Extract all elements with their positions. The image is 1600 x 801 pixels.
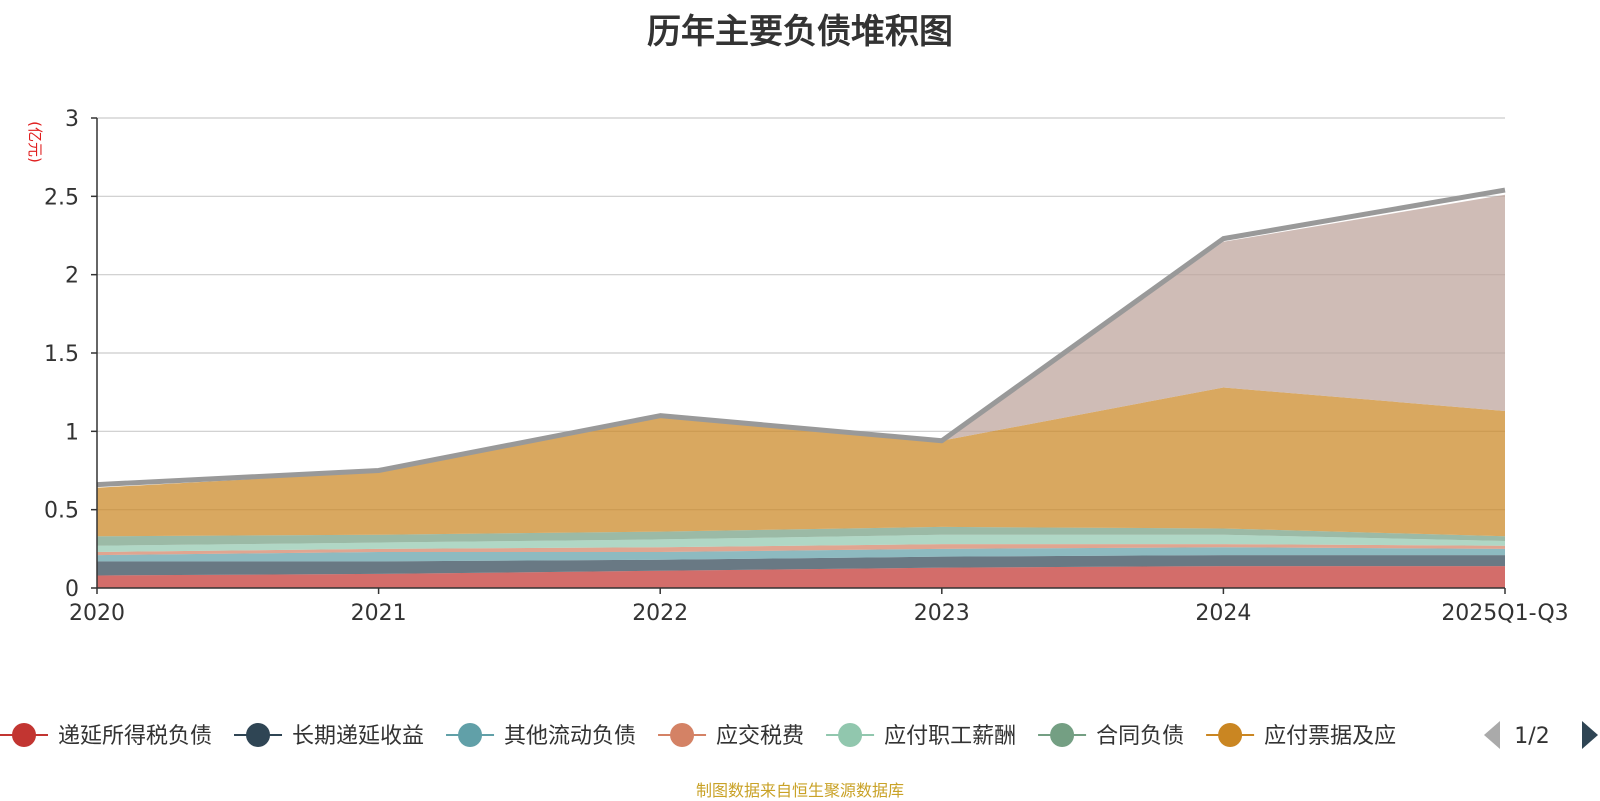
legend-label: 应付职工薪酬 [884, 724, 1016, 749]
legend-marker [1050, 723, 1075, 747]
legend-item[interactable]: 应付票据及应 [1206, 723, 1396, 749]
area-其他负债 [97, 194, 1505, 488]
x-tick-label: 2024 [1195, 601, 1251, 626]
area-series [96, 187, 1506, 588]
source-footer: 制图数据来自恒生聚源数据库 [695, 781, 904, 800]
legend-item[interactable]: 长期递延收益 [234, 723, 424, 749]
total-line [96, 187, 1506, 488]
legend-label: 应交税费 [716, 724, 804, 749]
y-axis-label: (亿元) [26, 121, 44, 163]
y-tick-label: 1 [65, 420, 79, 445]
legend-item[interactable]: 合同负债 [1038, 723, 1184, 749]
area-应付职工薪酬 [97, 534, 1505, 552]
chart-title: 历年主要负债堆积图 [647, 12, 953, 52]
x-tick-label: 2022 [632, 601, 688, 626]
legend-marker [1218, 723, 1243, 747]
legend-marker [670, 723, 695, 747]
y-tick-label: 0 [65, 577, 79, 602]
legend-item[interactable]: 应交税费 [658, 723, 804, 749]
legend-label: 其他流动负债 [504, 724, 636, 749]
x-tick-label: 2023 [914, 601, 970, 626]
legend-item[interactable]: 应付职工薪酬 [826, 723, 1016, 749]
legend-marker [246, 723, 271, 747]
legend-marker [458, 723, 483, 747]
x-tick-label: 2021 [351, 601, 407, 626]
legend-item[interactable]: 递延所得税负债 [0, 723, 212, 749]
legend-label: 长期递延收益 [292, 724, 424, 749]
area-应交税费 [97, 544, 1505, 556]
area-递延所得税负债 [97, 566, 1505, 588]
legend-marker [838, 723, 863, 747]
legend-page-indicator: 1/2 [1514, 724, 1549, 749]
legend: 递延所得税负债 长期递延收益 其他流动负债 应交税费 应付职工薪酬 合同负债 应付票据及应 1… [0, 721, 1598, 749]
legend-label: 合同负债 [1096, 724, 1184, 749]
y-tick-label: 0.5 [44, 499, 79, 524]
x-tick-label: 2025Q1-Q3 [1441, 601, 1568, 626]
y-tick-label: 2.5 [44, 185, 79, 210]
y-tick-label: 1.5 [44, 342, 79, 367]
area-长期递延收益 [97, 555, 1505, 576]
legend-next-icon[interactable] [1582, 721, 1598, 749]
y-tick-label: 2 [65, 264, 79, 289]
x-tick-label: 2020 [69, 601, 125, 626]
legend-label: 应付票据及应 [1264, 724, 1396, 749]
axes: 0 0.5 1 1.5 2 2.5 3 (亿元) 2020 2021 2022 2023 2024 202… [26, 107, 1569, 626]
area-合同负债 [97, 526, 1505, 546]
legend-prev-icon[interactable] [1484, 721, 1500, 749]
legend-label: 递延所得税负债 [58, 724, 212, 749]
area-应付票据及应付账款 [97, 387, 1505, 537]
legend-item[interactable]: 其他流动负债 [446, 723, 636, 749]
y-tick-label: 3 [65, 107, 79, 132]
area-其他流动负债 [97, 547, 1505, 562]
legend-marker [12, 723, 36, 747]
